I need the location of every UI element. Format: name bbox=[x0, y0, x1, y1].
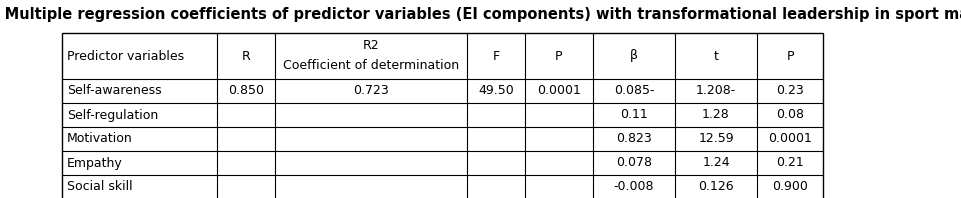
Text: 0.078: 0.078 bbox=[616, 156, 652, 169]
Text: 1.208-: 1.208- bbox=[696, 85, 736, 97]
Text: Self-awareness: Self-awareness bbox=[67, 85, 161, 97]
Text: Social skill: Social skill bbox=[67, 181, 133, 193]
Bar bbox=[62, 33, 823, 198]
Text: β: β bbox=[630, 50, 638, 63]
Text: 1.28: 1.28 bbox=[702, 109, 729, 122]
Text: 0.850: 0.850 bbox=[228, 85, 264, 97]
Text: Predictor variables: Predictor variables bbox=[67, 50, 185, 63]
Text: F: F bbox=[492, 50, 500, 63]
Text: P: P bbox=[555, 50, 563, 63]
Text: 0.900: 0.900 bbox=[772, 181, 808, 193]
Text: P: P bbox=[786, 50, 794, 63]
Text: 0.21: 0.21 bbox=[776, 156, 803, 169]
Text: t: t bbox=[714, 50, 719, 63]
Text: Motivation: Motivation bbox=[67, 132, 133, 146]
Text: Table 4. Multiple regression coefficients of predictor variables (EI components): Table 4. Multiple regression coefficient… bbox=[0, 7, 961, 22]
Text: 12.59: 12.59 bbox=[699, 132, 734, 146]
Text: Self-regulation: Self-regulation bbox=[67, 109, 159, 122]
Text: 0.126: 0.126 bbox=[699, 181, 734, 193]
Text: Coefficient of determination: Coefficient of determination bbox=[283, 59, 459, 72]
Text: 0.23: 0.23 bbox=[776, 85, 803, 97]
Text: 49.50: 49.50 bbox=[479, 85, 514, 97]
Text: 0.085-: 0.085- bbox=[614, 85, 654, 97]
Text: 0.11: 0.11 bbox=[620, 109, 648, 122]
Text: Empathy: Empathy bbox=[67, 156, 123, 169]
Text: 1.24: 1.24 bbox=[702, 156, 729, 169]
Text: 0.823: 0.823 bbox=[616, 132, 652, 146]
Text: R: R bbox=[241, 50, 251, 63]
Text: -0.008: -0.008 bbox=[614, 181, 654, 193]
Text: R2: R2 bbox=[362, 39, 380, 52]
Text: 0.0001: 0.0001 bbox=[768, 132, 812, 146]
Text: 0.723: 0.723 bbox=[353, 85, 389, 97]
Text: 0.0001: 0.0001 bbox=[537, 85, 581, 97]
Text: 0.08: 0.08 bbox=[776, 109, 804, 122]
